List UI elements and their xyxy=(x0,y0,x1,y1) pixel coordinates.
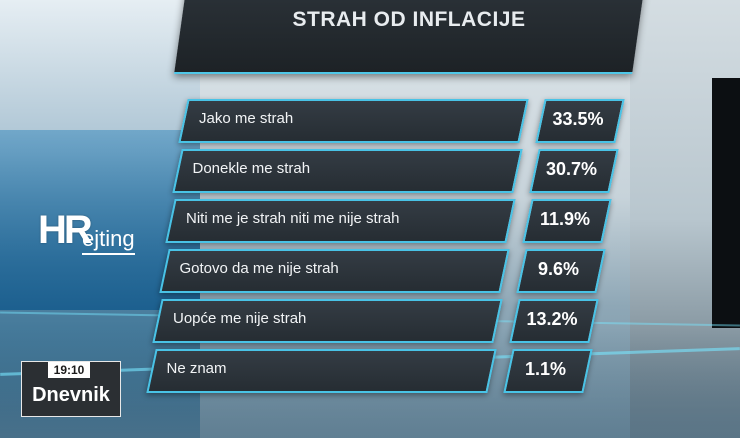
category-label: Donekle me strah xyxy=(192,160,311,177)
category-label: Niti me je strah niti me nije strah xyxy=(186,210,400,227)
studio-screen xyxy=(712,78,740,328)
logo-rejting-text: ejting xyxy=(82,226,135,255)
chart-title: STRAH OD INFLACIJE xyxy=(292,8,526,31)
value-label: 11.9% xyxy=(539,209,591,229)
value-label: 33.5% xyxy=(552,109,604,129)
value-label: 1.1% xyxy=(524,359,567,379)
category-label: Jako me strah xyxy=(199,110,294,127)
category-label: Gotovo da me nije strah xyxy=(179,260,339,277)
broadcast-time: 19:10 xyxy=(48,362,90,378)
hr-rejting-logo: HR ejting xyxy=(38,206,166,256)
show-bug: 19:10 Dnevnik xyxy=(21,361,121,417)
show-name: Dnevnik xyxy=(32,384,110,406)
category-label: Uopće me nije strah xyxy=(173,310,307,327)
value-label: 13.2% xyxy=(526,309,578,329)
value-label: 9.6% xyxy=(537,259,580,279)
logo-hr-text: HR xyxy=(38,208,93,252)
category-label: Ne znam xyxy=(166,360,227,377)
value-label: 30.7% xyxy=(545,159,598,179)
